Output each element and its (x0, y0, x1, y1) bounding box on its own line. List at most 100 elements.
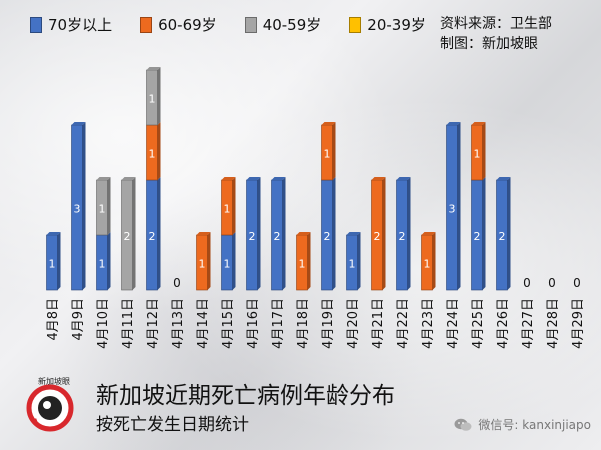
data-label-15-1: 2 (399, 230, 406, 243)
legend-item-60-69: 60-69岁 (140, 14, 217, 35)
bar-top-1 (46, 232, 61, 235)
bar-side-5-3 (157, 67, 161, 125)
data-label-11-2: 1 (299, 258, 306, 271)
legend-label-20-39: 20-39岁 (367, 16, 426, 34)
credit-line: 制图：新加坡眼 (440, 36, 538, 52)
zero-label-20: 0 (523, 276, 531, 290)
legend-swatch-20-39 (349, 16, 362, 33)
x-tick-label-2: 4月9日 (71, 298, 86, 341)
bar-top-17 (446, 122, 461, 125)
data-label-12-2: 1 (324, 148, 331, 161)
legend-swatch-40-59 (244, 16, 257, 33)
x-tick-label-22: 4月29日 (571, 298, 586, 349)
data-label-18-2: 1 (474, 148, 481, 161)
logo-caption: 新加坡眼 (38, 377, 70, 386)
data-label-19-1: 2 (499, 230, 506, 243)
x-tick-label-10: 4月17日 (271, 298, 286, 349)
bar-top-11 (296, 232, 311, 235)
data-label-17-1: 3 (449, 203, 456, 216)
x-tick-label-7: 4月14日 (196, 298, 211, 349)
bar-side-18-1 (482, 177, 486, 290)
chart-subtitle: 按死亡发生日期统计 (96, 415, 249, 435)
legend-label-60-69: 60-69岁 (158, 16, 217, 34)
source-line: 资料来源：卫生部 (440, 16, 552, 32)
bar-side-8-2 (232, 177, 236, 235)
bar-side-16-2 (432, 232, 436, 290)
x-tick-label-14: 4月21日 (371, 298, 386, 349)
x-tick-label-11: 4月18日 (296, 298, 311, 349)
legend-swatch-60-69 (140, 16, 153, 33)
chart-title: 新加坡近期死亡病例年龄分布 (96, 383, 395, 409)
bar-top-19 (496, 177, 511, 180)
bar-side-5-2 (157, 122, 161, 180)
bar-top-8 (221, 177, 236, 180)
legend-item-40-59: 40-59岁 (244, 14, 322, 35)
bar-side-14-2 (382, 177, 386, 290)
x-tick-label-6: 4月13日 (171, 298, 186, 349)
data-label-3-3: 1 (99, 203, 106, 216)
data-label-2-1: 3 (74, 203, 81, 216)
bar-top-15 (396, 177, 411, 180)
x-tick-label-13: 4月20日 (346, 298, 361, 349)
data-label-5-2: 1 (149, 148, 156, 161)
bar-top-5 (146, 67, 161, 70)
data-label-9-1: 2 (249, 230, 256, 243)
bar-side-11-2 (307, 232, 311, 290)
bar-side-12-2 (332, 122, 336, 180)
data-label-1-1: 1 (49, 258, 56, 271)
data-label-14-2: 2 (374, 230, 381, 243)
x-tick-label-8: 4月15日 (221, 298, 236, 349)
bar-side-8-1 (232, 232, 236, 290)
data-label-3-1: 1 (99, 258, 106, 271)
x-tick-label-20: 4月27日 (521, 298, 536, 349)
x-tick-label-3: 4月10日 (96, 298, 111, 349)
data-label-8-1: 1 (224, 258, 231, 271)
zero-label-22: 0 (573, 276, 581, 290)
x-tick-label-17: 4月24日 (446, 298, 461, 349)
bar-top-3 (96, 177, 111, 180)
x-tick-label-15: 4月22日 (396, 298, 411, 349)
zero-label-21: 0 (548, 276, 556, 290)
x-tick-label-21: 4月28日 (546, 298, 561, 349)
x-tick-label-12: 4月19日 (321, 298, 336, 349)
bar-top-10 (271, 177, 286, 180)
bar-side-1-1 (57, 232, 61, 290)
x-tick-label-4: 4月11日 (121, 298, 136, 349)
bar-side-13-1 (357, 232, 361, 290)
bar-top-9 (246, 177, 261, 180)
data-label-5-1: 2 (149, 230, 156, 243)
data-label-4-3: 2 (124, 230, 131, 243)
zero-label-6: 0 (173, 276, 181, 290)
bar-side-2-1 (82, 122, 86, 290)
legend-label-70plus: 70岁以上 (48, 16, 113, 34)
data-label-12-1: 2 (324, 230, 331, 243)
bar-top-18 (471, 122, 486, 125)
bar-side-9-1 (257, 177, 261, 290)
data-label-8-2: 1 (224, 203, 231, 216)
bar-top-2 (71, 122, 86, 125)
bar-side-18-2 (482, 122, 486, 180)
x-tick-label-9: 4月16日 (246, 298, 261, 349)
bar-side-4-3 (132, 177, 136, 290)
data-label-5-3: 1 (149, 93, 156, 106)
legend-label-40-59: 40-59岁 (262, 16, 322, 34)
x-tick-label-16: 4月23日 (421, 298, 436, 349)
brand-logo-icon (26, 384, 74, 432)
data-label-16-2: 1 (424, 258, 431, 271)
x-tick-label-1: 4月8日 (46, 298, 61, 341)
wechat-id: 微信号: kanxinjiapo (454, 416, 591, 433)
bar-top-16 (421, 232, 436, 235)
data-label-18-1: 2 (474, 230, 481, 243)
legend-item-70plus: 70岁以上 (30, 14, 112, 35)
bar-top-12 (321, 122, 336, 125)
bar-side-5-1 (157, 177, 161, 290)
bar-side-10-1 (282, 177, 286, 290)
legend-item-20-39: 20-39岁 (349, 14, 426, 35)
x-tick-label-5: 4月12日 (146, 298, 161, 349)
bar-side-15-1 (407, 177, 411, 290)
data-label-7-2: 1 (199, 258, 206, 271)
bar-side-12-1 (332, 177, 336, 290)
bar-top-4 (121, 177, 136, 180)
